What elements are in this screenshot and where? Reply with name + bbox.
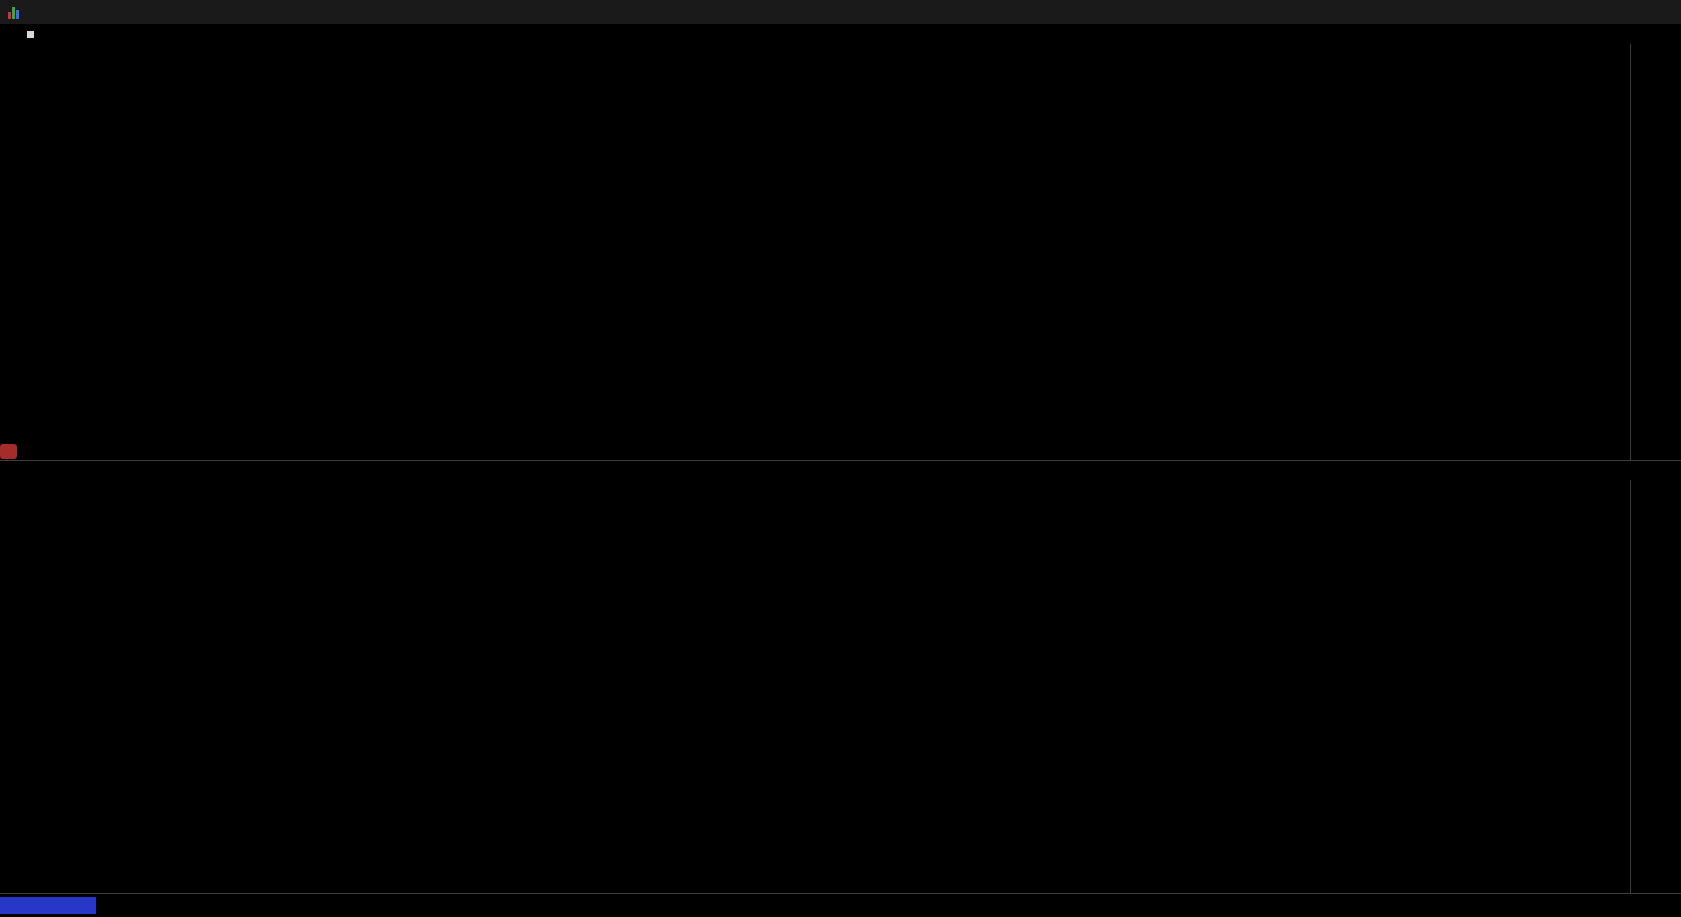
top-toolbar	[0, 0, 1681, 24]
app-logo-icon[interactable]	[8, 6, 20, 19]
reduce-event-badge[interactable]	[0, 444, 17, 459]
indicator-info-bar	[0, 24, 1681, 44]
sub-indicator-chart[interactable]	[0, 480, 1630, 893]
bullet-icon	[27, 30, 34, 38]
sub-panel-header	[0, 460, 1681, 480]
main-kline-chart[interactable]	[0, 44, 1630, 460]
selected-date-box	[0, 897, 96, 914]
bottom-time-axis	[0, 893, 1681, 917]
